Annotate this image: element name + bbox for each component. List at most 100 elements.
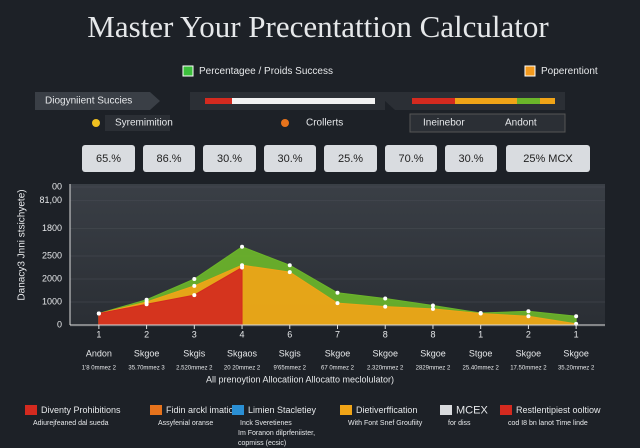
legend-title: Diventy Prohibitions bbox=[41, 405, 121, 415]
point bbox=[287, 270, 292, 275]
x-category-name: Skgoe bbox=[325, 348, 351, 358]
x-category-note: 35.70mmez 3 bbox=[128, 366, 165, 372]
x-tick-label: 6 bbox=[287, 329, 292, 339]
chart: 0 1000 2000 2500 1800 81,00 00 1 Andon 1'8 0mmez … bbox=[17, 181, 605, 384]
legend-swatch bbox=[500, 405, 512, 415]
button-label: 30.% bbox=[217, 153, 242, 165]
x-category-note: 2.320mmez 2 bbox=[367, 366, 404, 372]
x-tick-label: 2 bbox=[526, 329, 531, 339]
radio[interactable] bbox=[92, 119, 100, 127]
x-category-name: Skgoe bbox=[420, 348, 446, 358]
legend-title: Restlentipiest ooltiow bbox=[516, 405, 601, 415]
select-box[interactable] bbox=[409, 113, 566, 133]
point bbox=[526, 314, 531, 319]
y-tick-label: 2500 bbox=[42, 250, 62, 260]
x-category-name: Skgoe bbox=[372, 348, 398, 358]
radio[interactable] bbox=[281, 119, 289, 127]
x-category-name: Skgoe bbox=[516, 348, 542, 358]
x-tick-label: 4 bbox=[240, 329, 245, 339]
x-category-note: 1'8 0mmez 2 bbox=[82, 366, 117, 372]
button-label: 30.% bbox=[277, 153, 302, 165]
x-category-name: Skgaos bbox=[227, 348, 258, 358]
y-tick-label: 2000 bbox=[42, 273, 62, 283]
legend-line: cod I8 bn lanot Time linde bbox=[508, 420, 588, 427]
point bbox=[192, 277, 197, 281]
x-tick-label: 2 bbox=[144, 329, 149, 339]
y-tick-label: 1000 bbox=[42, 296, 62, 306]
x-axis-label: All prenoytion Allocatiion Allocatto mec… bbox=[206, 374, 394, 384]
x-category-note: 2829mmez 2 bbox=[416, 366, 451, 372]
x-category-name: Skgis bbox=[183, 348, 206, 358]
y-tick-label: 00 bbox=[52, 181, 62, 191]
point bbox=[383, 296, 388, 301]
legend-line: copmiss (ecsic) bbox=[238, 440, 286, 447]
value-button[interactable] bbox=[82, 145, 135, 172]
x-category-note: 67 0mmez 2 bbox=[321, 366, 355, 372]
legend-swatch bbox=[340, 405, 352, 415]
x-category-name: Stgoe bbox=[469, 348, 493, 358]
x-category-note: 2.520mmez 2 bbox=[176, 366, 213, 372]
point bbox=[430, 306, 435, 311]
x-tick-label: 3 bbox=[192, 329, 197, 339]
point bbox=[144, 302, 149, 307]
x-tick-label: 8 bbox=[383, 329, 388, 339]
select-right: Andont bbox=[505, 118, 537, 129]
button-label: 65.% bbox=[96, 153, 121, 165]
legend-swatch bbox=[440, 405, 452, 415]
x-category-name: Skgis bbox=[279, 348, 302, 358]
legend-swatch bbox=[524, 65, 536, 77]
legend-swatch bbox=[182, 65, 194, 77]
point bbox=[335, 290, 340, 295]
x-category-name: Skgoe bbox=[563, 348, 589, 358]
legend-line: Inck Sveretienes bbox=[240, 420, 292, 427]
value-button[interactable] bbox=[506, 145, 590, 172]
value-button[interactable] bbox=[324, 145, 377, 172]
progress-seg bbox=[455, 98, 517, 104]
point bbox=[383, 304, 388, 309]
legend-swatch bbox=[232, 405, 244, 415]
legend-swatch bbox=[150, 405, 162, 415]
legend-title: MCEX bbox=[456, 404, 488, 416]
x-tick-label: 1 bbox=[574, 329, 579, 339]
value-button[interactable] bbox=[203, 145, 256, 172]
button-label: 25.% bbox=[338, 153, 363, 165]
point bbox=[96, 311, 101, 316]
legend-line: With Font Snef Groufiity bbox=[348, 420, 423, 427]
point bbox=[574, 314, 579, 319]
button-label: 25% MCX bbox=[523, 153, 573, 165]
point bbox=[335, 301, 340, 306]
legend-label: Poperentiont bbox=[541, 66, 598, 77]
y-tick-label: 81,00 bbox=[39, 195, 62, 205]
value-button[interactable] bbox=[385, 145, 437, 172]
progress-seg bbox=[412, 98, 455, 104]
title: Master Your Precentattion Calculator bbox=[87, 9, 549, 44]
progress-seg bbox=[517, 98, 540, 104]
x-tick-label: 8 bbox=[430, 329, 435, 339]
option-label: Crollerts bbox=[306, 118, 343, 129]
x-category-name: Skgoe bbox=[134, 348, 160, 358]
x-category-note: 25.40mmez 2 bbox=[463, 366, 500, 372]
progress bbox=[205, 98, 375, 104]
point bbox=[430, 303, 435, 308]
legend-swatch bbox=[25, 405, 37, 415]
point bbox=[287, 263, 292, 268]
x-tick-label: 1 bbox=[96, 329, 101, 339]
x-category-note: 20 20mmez 2 bbox=[224, 366, 261, 372]
y-tick-label: 0 bbox=[57, 319, 62, 329]
legend-line: Im Foranon dilprfeniister, bbox=[238, 430, 315, 437]
legend-line: Adiurejfeaned dal sueda bbox=[33, 420, 109, 427]
legend-line: Assyfenial oranse bbox=[158, 420, 213, 427]
point bbox=[192, 293, 197, 298]
legend-title: Fidin arckl imation bbox=[166, 405, 239, 415]
pill bbox=[35, 92, 160, 110]
value-button[interactable] bbox=[264, 145, 316, 172]
x-category-note: 35.20mmez 2 bbox=[558, 366, 595, 372]
select-left: Ineinebor bbox=[423, 118, 465, 129]
x-category-note: 9'65mmez 2 bbox=[274, 366, 307, 372]
progress-seg bbox=[540, 98, 555, 104]
value-button[interactable] bbox=[143, 145, 195, 172]
point bbox=[478, 311, 483, 316]
x-category-name: Andon bbox=[86, 348, 112, 358]
value-button[interactable] bbox=[445, 145, 497, 172]
